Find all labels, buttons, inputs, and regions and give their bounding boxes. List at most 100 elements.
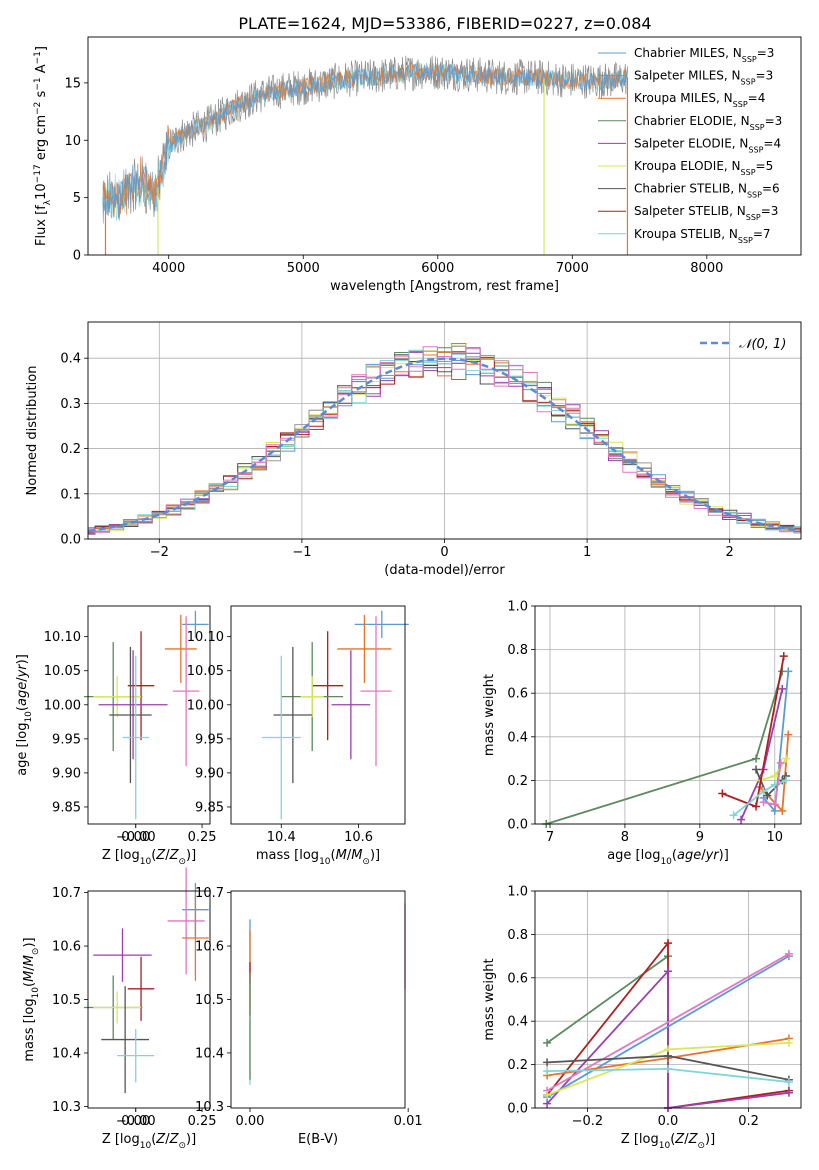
y-ticks: 10.3 10.4 10.5 10.6 10.7 [195,886,231,1115]
x-tick-label: 10.4 [267,830,296,845]
mass-weight-line [733,779,787,817]
mass-weight-marker [752,754,761,763]
histogram-series [88,351,801,534]
figure-title: PLATE=1624, MJD=53386, FIBERID=0227, z=0… [238,14,651,33]
error-bars [249,903,406,1086]
mass-weight-marker [784,949,793,958]
y-tick-label: 0.3 [60,397,81,412]
y-axis-label: mass [log10(M/M⊙)] [22,937,41,1061]
mass-weight-line [546,955,790,1098]
residual-histogram-panel: −2 −1 0 1 2 0.0 0.1 0.2 0.3 0.4 (data-model)/error… [25,321,802,578]
mass-weight-marker [543,1090,552,1099]
y-tick-label: 0 [73,249,81,264]
spectrum-series-line [102,62,628,224]
y-axis-label: age [log10(age/yr)] [15,654,34,776]
x-tick-label: 9 [696,830,704,845]
x-tick-label: 0.25 [188,830,217,845]
histogram-series [88,345,801,535]
mass-weight-marker [664,1051,672,1060]
y-tick-label: 0.4 [507,730,528,745]
x-axis-label: Z [log10(Z/Z⊙)] [621,1132,715,1151]
x-tick-label: 0.01 [394,1114,423,1129]
error-bars [84,867,209,1094]
mass-weight-marker [718,789,727,798]
y-tick-label: 0.0 [507,1102,528,1117]
legend-entry: 𝒩(0, 1) [739,337,786,352]
y-tick-label: 0.4 [507,1015,528,1030]
legend: Chabrier MILES, NSSP=3 Salpeter MILES, NS… [598,46,782,244]
y-tick-label: 9.90 [195,766,224,781]
mass-weight-marker [778,806,787,815]
mass-weight-marker [737,815,746,824]
x-tick-label: 7 [546,830,554,845]
y-ticks: 0.0 0.1 0.2 0.3 0.4 [60,352,88,548]
spectrum-panel: 4000 5000 6000 7000 8000 0 5 10 15 wavelength [An… [33,36,802,294]
y-tick-label: 10.05 [187,664,224,679]
y-tick-label: 10.05 [44,664,81,679]
x-tick-label: 0 [440,545,448,560]
x-tick-label: 5000 [287,261,320,276]
legend-entry: Salpeter MILES, NSSP=3 [634,69,773,87]
y-tick-label: 5 [73,191,81,206]
y-tick-label: 0.2 [60,442,81,457]
y-tick-label: 10.00 [187,698,224,713]
mass-weight-marker [664,967,672,976]
y-tick-label: 0.6 [507,687,528,702]
x-axis-label: Z [log10(Z/Z⊙)] [102,848,196,867]
y-tick-label: 9.85 [195,800,224,815]
x-axis-label: mass [log10(M/M⊙)] [256,848,380,867]
axes-frame [230,890,406,1109]
y-tick-label: 10.7 [52,886,81,901]
mass-vs-metallicity-panel: −0.000.00 0.25 10.3 10.4 10.5 10.6 10.7 Z [log1… [22,867,217,1151]
x-tick-label: −0.2 [572,1114,604,1129]
y-tick-label: 10.5 [195,993,224,1008]
x-ticks: −0.2 0.0 0.2 [572,1108,759,1129]
axes-frame [87,605,211,825]
x-ticks: −0.000.00 0.25 [116,1108,217,1129]
y-tick-label: 10.10 [44,630,81,645]
axes-frame [87,321,802,540]
mass-weight-marker [664,939,672,948]
y-tick-label: 0.2 [507,1058,528,1073]
y-tick-label: 10.6 [195,940,224,955]
y-ticks: 10.3 10.4 10.5 10.6 10.7 [52,886,88,1115]
error-bars [261,610,409,820]
axes-frame [87,36,802,256]
x-tick-label: 0.00 [236,1114,265,1129]
histogram-series [88,346,801,534]
mass-weight-marker [543,1038,552,1047]
mass-weight-marker [543,1058,552,1067]
legend-entry: Salpeter ELODIE, NSSP=4 [634,136,781,154]
mass-weight-marker [782,754,791,763]
y-tick-label: 0.0 [60,533,81,548]
mass-weight-line [545,671,784,825]
mass-weight-marker [770,772,779,781]
y-tick-label: 10.3 [195,1100,224,1115]
x-tick-label: 8 [621,830,629,845]
mass-weight-marker [784,730,793,739]
x-ticks: −0.000.00 0.25 [116,824,217,845]
y-axis-label: Flux [fλ10−17 erg cm−2 s−1 A−1] [33,46,53,246]
mass-weight-marker [782,776,791,785]
x-ticks: 7 8 9 10 [546,824,783,845]
mass-weight-series [542,652,793,828]
legend: 𝒩(0, 1) [700,337,786,352]
x-tick-label: 2 [726,545,734,560]
x-tick-label: 0.00 [121,1114,150,1129]
y-ticks: 0.0 0.2 0.4 0.6 0.8 1.0 [507,885,535,1117]
x-axis-label: E(B-V) [298,1132,338,1147]
y-tick-label: 0.1 [60,487,81,502]
y-tick-label: 10 [64,134,81,149]
x-tick-label: −2 [150,545,169,560]
error-bars [84,610,209,820]
x-tick-label: 0.0 [658,1114,679,1129]
y-tick-label: 10.7 [195,886,224,901]
y-ticks: 0.0 0.2 0.4 0.6 0.8 1.0 [507,600,535,833]
y-ticks: 0 5 10 15 [64,76,88,264]
x-tick-label: 0.2 [738,1114,759,1129]
y-tick-label: 0.2 [507,774,528,789]
y-tick-label: 10.4 [52,1046,81,1061]
x-tick-label: 0.25 [188,1114,217,1129]
y-tick-label: 1.0 [507,600,528,615]
y-tick-label: 9.95 [195,732,224,747]
